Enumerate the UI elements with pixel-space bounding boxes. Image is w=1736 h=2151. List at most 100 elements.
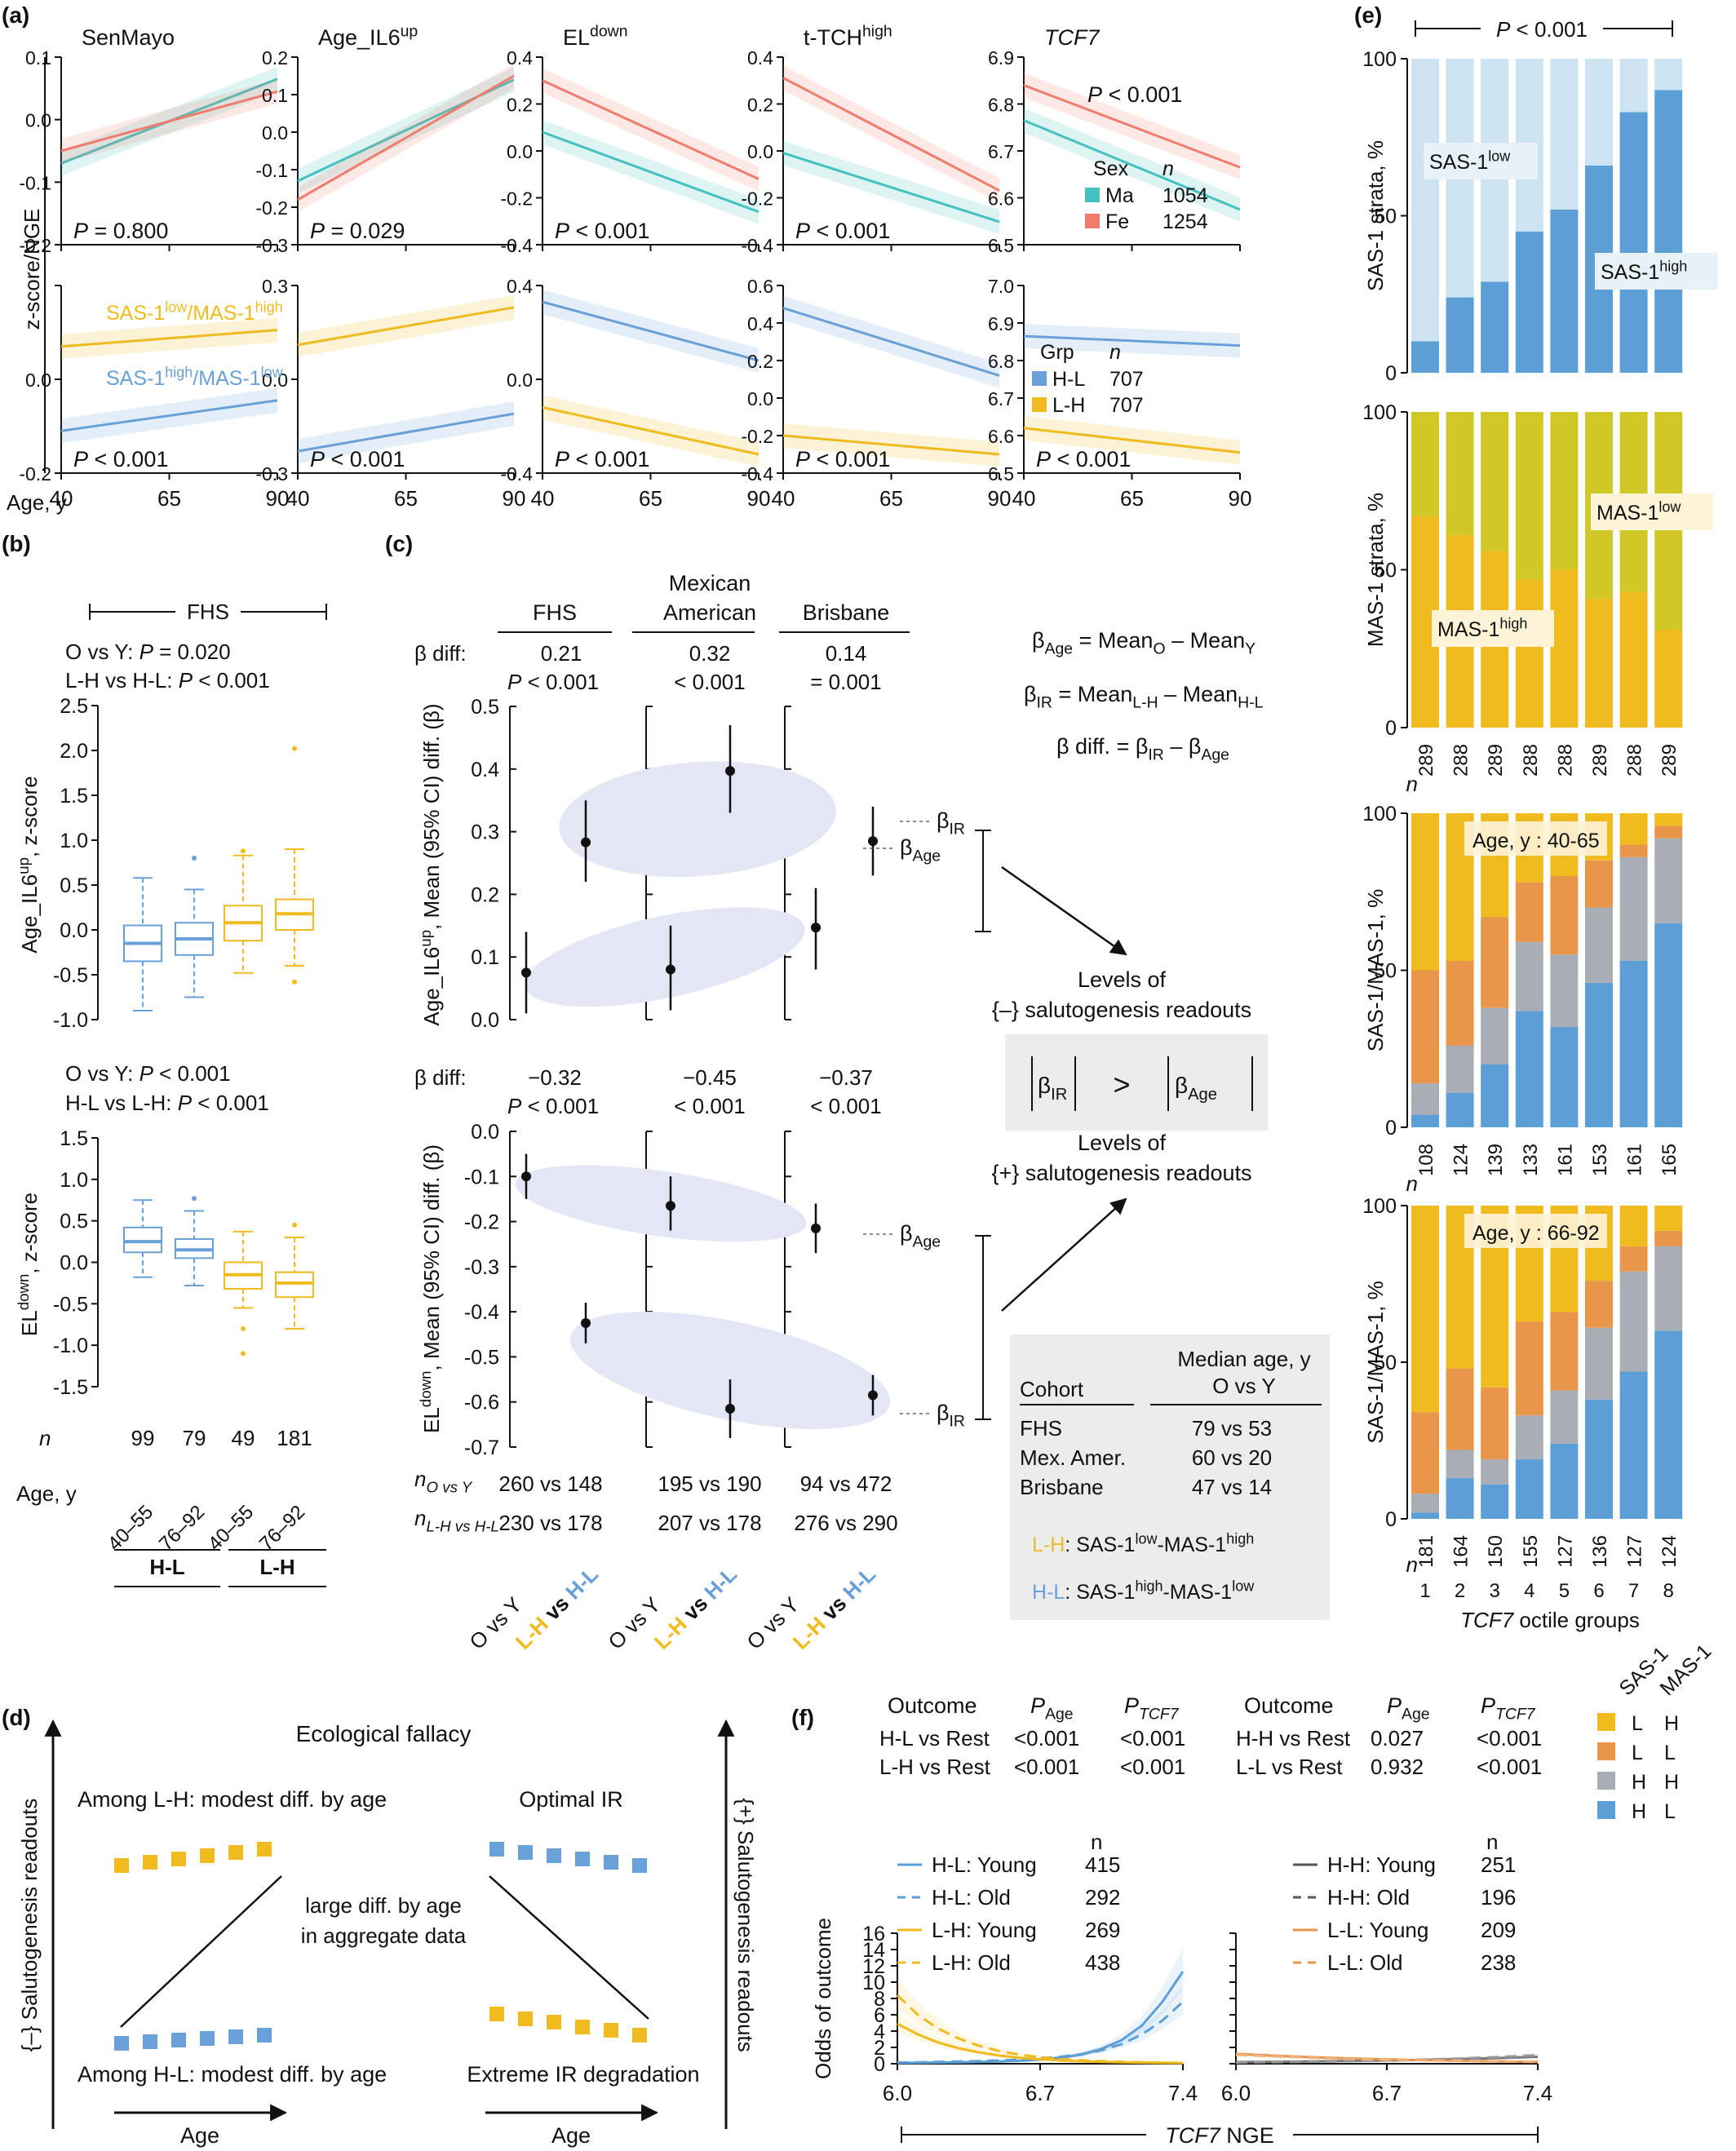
marker-square [228,2029,243,2044]
series-label-low: MAS-1low [1596,499,1681,525]
p-value: P < 0.001 [310,447,405,471]
beta-diff-value: −0.45 [683,1065,737,1090]
equation: βIR = MeanL-H – MeanH-L [1024,682,1264,712]
legend-swatch [1032,397,1047,412]
label-bg [1424,143,1538,179]
series-line-Ma [1023,119,1241,211]
table-cell: 0.027 [1371,1726,1424,1750]
marker-square [632,2028,647,2043]
bar-segment [1585,1281,1613,1328]
n-label: n [1406,772,1418,796]
panel-label-a: (a) [2,2,29,28]
y-tick-label: 0.4 [747,313,773,334]
y-tick-label: -0.5 [53,964,88,987]
table-cell: H-L vs Rest [879,1726,990,1750]
y-tick-label: 16 [862,1923,885,1945]
optimal-text: Optimal IR [519,1787,623,1812]
x-tick-label: 90 [1229,486,1252,511]
series-line-Ma [782,152,1000,224]
stat-line: O vs Y: P < 0.001 [65,1061,231,1086]
fhs-bg [175,597,241,622]
ci-point [581,837,591,848]
beta-diff-value: 0.21 [541,641,582,666]
series-line-Fe [1023,84,1241,169]
y-tick-label: -0.1 [19,172,51,193]
panel-b: (b) FHS O vs Y: P = 0.020 L-H vs H-L: P < 0… [2,531,327,1587]
y-tick-label: 50 [1374,960,1397,983]
bar-segment [1515,1459,1543,1519]
box-H-L-40–55 [123,877,162,1011]
levels-text: Levels of [1078,967,1167,992]
subplot-a-bot-5: 7.0 6.9 6.8 6.7 6.6 6.540 65 90 P < 0.001 [988,276,1251,511]
panel-label-e: (e) [1354,2,1382,28]
y-tick-label: 0.1 [471,946,499,969]
subplot-a-top-4: t-TCHhigh 0.4 0.2 0.0 -0.2 -0.4 P < 0.001 [741,23,1000,256]
legend-n: 238 [1481,1950,1516,1975]
n-value: 49 [232,1426,255,1450]
series-label-high: MAS-1high [1437,616,1527,642]
y-tick-label: 12 [862,1955,885,1978]
p-value: < 0.001 [674,1094,745,1118]
levels-text: {+} salutogenesis readouts [992,1161,1252,1185]
y-tick-label: 6.8 [988,95,1014,116]
y-tick-label: 0.0 [262,122,288,144]
subplot-title: t-TCHhigh [804,23,892,50]
y-tick-label: 4 [874,2020,885,2043]
age-group-label: 76–92 [255,1501,309,1555]
legend-label: H-L: Young [932,1852,1037,1877]
y-tick-label: 2 [874,2037,885,2060]
outlier [241,848,246,854]
legend-n: 292 [1085,1885,1120,1910]
y-axis-label: Age_IL6up, Mean (95% CI) diff. (β) [417,703,444,1025]
y-axis-label: Age_IL6up, z-score [15,776,42,953]
x-tick-label: 65 [639,486,662,511]
marker-square [143,2034,157,2049]
outlier [192,856,197,861]
series-line-LHOld [896,1994,1184,2065]
y-tick-label: 0.5 [60,874,88,897]
y-tick-label: 6.5 [988,235,1014,256]
ci-point-βAge [521,932,531,1014]
line-plot-f-left: 6.0 6.7 7.4 [883,1933,1198,2105]
p-bg [1481,16,1603,41]
series-line-L-H [782,434,1000,456]
age-label: Age [180,2123,219,2148]
table-cell: <0.001 [1120,1755,1185,1779]
marker-square [604,1855,618,1870]
series-line-H-L [60,399,278,432]
n-value: 289 [1658,744,1681,777]
y-axis-label: SAS-1/MAS-1, % [1363,889,1388,1051]
table-cell: <0.001 [1477,1726,1542,1750]
table-cell: L-L vs Rest [1236,1755,1343,1779]
marker-square [143,1855,157,1870]
table-cell: <0.001 [1120,1726,1185,1750]
subplot-a-bot-4: 0.6 0.4 0.2 0.0 -0.2 -0.440 65 90 P < 0.001 [741,276,1011,511]
bar-segment [1585,59,1613,166]
panel-label-b: (b) [2,531,31,556]
subtitle: Age, y : 40-65 [1472,830,1600,852]
n-ovy-value: 260 vs 148 [498,1472,602,1496]
x-tick-label: 90 [266,486,290,511]
y-tick-label: 0.0 [507,141,533,162]
y-tick-label: -0.2 [500,188,533,210]
legend-sas: H [1632,1800,1646,1823]
bar-segment [1619,1371,1648,1519]
legend-hl: H-L: SAS-1high-MAS-1low [1032,1578,1255,1604]
table-cell: 0.932 [1371,1755,1424,1779]
bar-segment [1515,1321,1543,1416]
marker-square [547,2015,561,2029]
legend-label: H-L [1052,368,1085,391]
marker-square [489,1842,504,1857]
y-tick-label: 0.5 [471,696,499,719]
bar-segment [1585,982,1613,1127]
p-value: P < 0.001 [555,219,649,243]
y-tick-label: 6.7 [988,388,1014,409]
x-tick-label: 6.0 [1221,2081,1251,2105]
table-header: PTCF7 [1124,1693,1180,1724]
box-L-H-76–92 [275,746,314,985]
ci-point-βAge [811,1203,821,1254]
y-tick-label: 0.2 [262,47,288,69]
beta-diff-label: β diff: [414,1065,467,1090]
y-tick-label: 6.6 [988,188,1014,210]
